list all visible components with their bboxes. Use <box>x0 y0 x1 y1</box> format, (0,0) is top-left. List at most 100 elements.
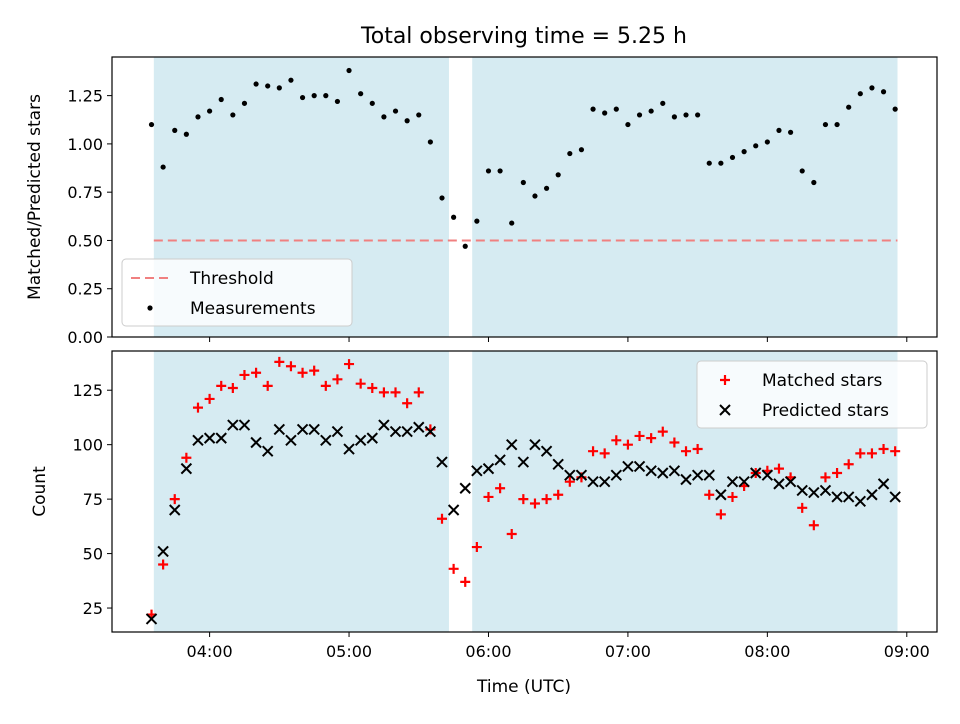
matched-star-point <box>529 498 540 509</box>
y-tick-label: 100 <box>72 436 103 455</box>
legend-box <box>696 360 928 429</box>
measurement-point <box>869 85 875 91</box>
predicted-star-point <box>250 436 262 449</box>
matched-star-point <box>367 383 378 394</box>
measurement-point <box>288 77 294 83</box>
measurement-point <box>741 149 747 155</box>
y-tick-label: 0.50 <box>67 231 103 250</box>
predicted-star-point <box>471 465 483 477</box>
measurement-point <box>183 131 189 137</box>
measurement-point <box>416 112 422 118</box>
matched-star-point <box>634 430 645 441</box>
measurement-point <box>846 104 852 110</box>
matched-star-point <box>890 446 901 457</box>
predicted-star-point <box>738 475 750 488</box>
matched-star-point <box>297 367 308 378</box>
matched-star-point <box>332 374 343 385</box>
measurement-point <box>427 139 433 145</box>
measurement-point <box>578 147 585 153</box>
predicted-star-point <box>517 456 530 468</box>
predicted-star-point <box>691 469 704 481</box>
predicted-star-point <box>366 432 378 444</box>
predicted-star-point <box>424 425 437 438</box>
x-tick-label: 05:00 <box>326 642 372 661</box>
y-tick-label: 1.25 <box>67 87 103 106</box>
matched-star-point <box>820 472 831 483</box>
matched-star-point <box>797 502 808 513</box>
matched-star-point <box>158 559 169 570</box>
predicted-star-point <box>540 445 553 457</box>
measurement-point <box>299 94 306 101</box>
measurement-point <box>392 108 399 114</box>
predicted-star-point <box>529 438 541 451</box>
matched-star-point <box>460 576 471 587</box>
matched-star-point <box>437 513 447 524</box>
measurement-point <box>822 121 829 128</box>
measurement-point <box>509 220 515 226</box>
measurement-point <box>485 168 492 174</box>
predicted-star-point <box>552 458 564 470</box>
predicted-star-point <box>447 504 460 516</box>
x-axis-label: Time (UTC) <box>476 677 571 697</box>
predicted-star-point <box>413 421 425 433</box>
measurement-point <box>660 100 666 106</box>
measurement-point <box>683 112 689 118</box>
predicted-star-point <box>238 419 251 431</box>
y-tick-label: 125 <box>72 381 103 400</box>
matched-star-point <box>169 494 180 505</box>
y-tick-label: 0.75 <box>67 183 103 202</box>
predicted-star-point <box>320 434 332 447</box>
matched-star-point <box>681 446 692 457</box>
predicted-star-point <box>715 489 727 501</box>
predicted-star-point <box>354 434 367 447</box>
matched-star-point <box>483 491 494 502</box>
legend-measurement-swatch <box>147 305 153 311</box>
measurement-point <box>729 154 736 161</box>
matched-star-point <box>518 494 529 505</box>
legend: Threshold Measurements <box>121 258 353 327</box>
measurement-point <box>172 127 178 133</box>
predicted-star-point <box>598 475 611 488</box>
matched-star-point <box>553 489 564 500</box>
matched-star-point <box>564 476 575 487</box>
predicted-star-point <box>227 419 239 431</box>
legend-matched-swatch <box>720 375 730 385</box>
predicted-star-point <box>273 423 286 436</box>
y-tick-label: 75 <box>83 490 103 509</box>
matched-star-point <box>808 520 819 531</box>
matched-star-point <box>402 398 413 409</box>
matched-star-point <box>878 444 889 455</box>
measurement-point <box>671 114 677 120</box>
matched-star-point <box>646 433 657 444</box>
measurement-point <box>276 85 282 91</box>
predicted-star-point <box>831 491 843 503</box>
measurement-point <box>497 168 503 174</box>
matched-star-point <box>727 491 738 502</box>
x-tick-label: 04:00 <box>187 642 233 661</box>
measurement-point <box>753 143 759 149</box>
predicted-star-point <box>668 465 681 477</box>
predicted-star-point <box>215 432 227 444</box>
predicted-star-point <box>192 434 204 447</box>
measurement-point <box>404 118 410 124</box>
measurement-point <box>787 129 794 135</box>
measurement-point <box>160 164 166 170</box>
measurement-point <box>265 83 271 89</box>
axes-frame <box>111 56 938 338</box>
matched-star-point <box>692 444 703 455</box>
predicted-star-point <box>169 504 181 516</box>
predicted-star-point <box>145 613 158 625</box>
measurement-point <box>439 195 445 201</box>
measurement-point <box>613 106 619 112</box>
predicted-star-point <box>261 445 274 457</box>
measurement-point <box>358 91 364 97</box>
matched-star-point <box>204 393 215 404</box>
measurement-point <box>602 110 608 116</box>
matched-star-point <box>251 367 262 378</box>
predicted-star-point <box>622 460 634 473</box>
matched-star-point <box>541 494 552 505</box>
y-axis-label: Matched/Predicted stars <box>25 94 45 300</box>
matched-star-point <box>285 361 296 372</box>
y-tick-label: 50 <box>83 545 103 564</box>
predicted-star-point <box>203 432 216 444</box>
